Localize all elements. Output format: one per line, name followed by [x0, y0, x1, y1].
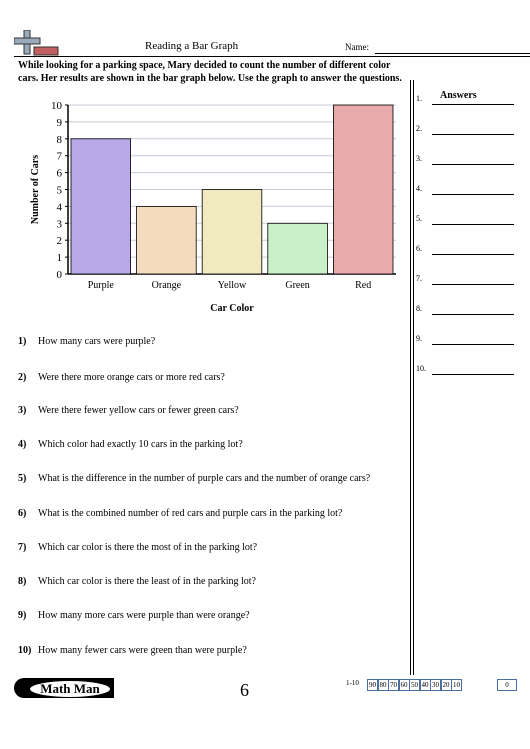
score-box: 10 — [451, 679, 462, 691]
y-tick-label: 5 — [57, 185, 63, 197]
question-number: 10) — [18, 645, 32, 656]
x-tick-label: Purple — [88, 280, 115, 291]
answer-number: 3. — [416, 154, 422, 163]
bar — [201, 189, 263, 275]
question: 10) How many fewer cars were green than w… — [18, 645, 388, 657]
question: 2) Were there more orange cars or more re… — [18, 372, 388, 384]
bar — [136, 206, 197, 275]
score-box: 20 — [440, 679, 452, 691]
answer-line — [432, 224, 514, 225]
score-box: 70 — [388, 679, 399, 691]
answers-title: Answers — [440, 90, 477, 101]
question: 6) What is the combined number of red car… — [18, 508, 388, 520]
question: 7) Which car color is there the most of i… — [18, 542, 388, 554]
answer-line — [432, 374, 514, 375]
title: Reading a Bar Graph — [145, 40, 239, 52]
answer-number: 6. — [416, 244, 422, 253]
question-text: Which car color is there the least of in… — [38, 576, 256, 587]
answer-number: 1. — [416, 94, 422, 103]
question: 3) Were there fewer yellow cars or fewer … — [18, 405, 388, 417]
name-label: Name: — [345, 42, 369, 52]
score-box: 0 — [497, 679, 517, 691]
answer-line — [432, 284, 514, 285]
logo-icon — [14, 30, 59, 56]
question-number: 1) — [18, 336, 27, 347]
brand: Math Man — [30, 681, 110, 697]
question: 8) Which car color is there the least of … — [18, 576, 388, 588]
question-number: 7) — [18, 542, 27, 553]
question: 9) How many more cars were purple than we… — [18, 610, 388, 622]
question-text: How many more cars were purple than were… — [38, 610, 250, 621]
answer-line — [432, 254, 514, 255]
y-tick-label: 0 — [57, 269, 63, 281]
x-tick-label: Yellow — [218, 280, 247, 291]
y-tick-label: 4 — [57, 201, 63, 213]
y-tick-label: 9 — [57, 117, 63, 129]
bar — [332, 104, 394, 275]
score-box: 90 — [367, 679, 378, 691]
answer-line — [432, 164, 514, 165]
question-number: 2) — [18, 372, 27, 383]
question-number: 5) — [18, 473, 27, 484]
x-tick-label: Orange — [152, 280, 182, 291]
y-tick-label: 2 — [57, 235, 63, 247]
answer-line — [432, 314, 514, 315]
bar — [267, 222, 328, 275]
question-number: 8) — [18, 576, 27, 587]
intro: While looking for a parking space, Mary … — [18, 60, 402, 84]
x-tick-label: Red — [355, 280, 371, 291]
question-number: 4) — [18, 439, 27, 450]
question-text: What is the difference in the number of … — [38, 473, 371, 484]
question-number: 6) — [18, 508, 27, 519]
answer-number: 9. — [416, 334, 422, 343]
question-number: 3) — [18, 405, 27, 416]
question-text: Which car color is there the most of in … — [38, 542, 258, 553]
answer-number: 2. — [416, 124, 422, 133]
y-axis-label: Number of Cars — [30, 155, 41, 224]
divider — [410, 80, 414, 675]
question-text: Were there more orange cars or more red … — [38, 372, 225, 383]
answer-number: 4. — [416, 184, 422, 193]
y-tick-label: 7 — [57, 151, 63, 163]
name-line — [375, 53, 530, 54]
y-tick-label: 8 — [57, 134, 63, 146]
answer-number: 10. — [416, 364, 426, 373]
answer-number: 8. — [416, 304, 422, 313]
bar — [70, 138, 131, 275]
answer-number: 7. — [416, 274, 422, 283]
score-range: 1-10 — [346, 679, 359, 687]
question-text: Which color had exactly 10 cars in the p… — [38, 439, 243, 450]
score-box: 60 — [398, 679, 410, 691]
bar-chart: 0 1 2 3 4 5 6 7 8 9 10 Purple Orange Yellow Green Red Ca… — [30, 100, 396, 314]
x-axis-label: Car Color — [210, 303, 254, 314]
y-tick-label: 10 — [51, 100, 63, 112]
score-box: 30 — [430, 679, 441, 691]
question-text: What is the combined number of red cars … — [38, 508, 343, 519]
x-tick-label: Green — [285, 280, 309, 291]
question-text: How many cars were purple? — [38, 336, 156, 347]
answer-line — [432, 134, 514, 135]
y-tick-label: 6 — [57, 168, 63, 180]
answer-line — [432, 194, 514, 195]
rule — [14, 56, 530, 57]
answer-line — [432, 344, 514, 345]
score-box: 80 — [377, 679, 389, 691]
question: 1) How many cars were purple? — [18, 336, 388, 348]
answer-number: 5. — [416, 214, 422, 223]
question-text: Were there fewer yellow cars or fewer gr… — [38, 405, 239, 416]
question: 5) What is the difference in the number o… — [18, 473, 388, 485]
y-tick-label: 1 — [57, 252, 63, 264]
question-number: 9) — [18, 610, 27, 621]
question-text: How many fewer cars were green than were… — [38, 645, 247, 656]
score-box: 40 — [419, 679, 431, 691]
y-tick-label: 3 — [57, 218, 63, 230]
page-number: 6 — [240, 680, 249, 700]
question: 4) Which color had exactly 10 cars in the… — [18, 439, 388, 451]
score-box: 50 — [409, 679, 420, 691]
answer-line — [432, 104, 514, 105]
